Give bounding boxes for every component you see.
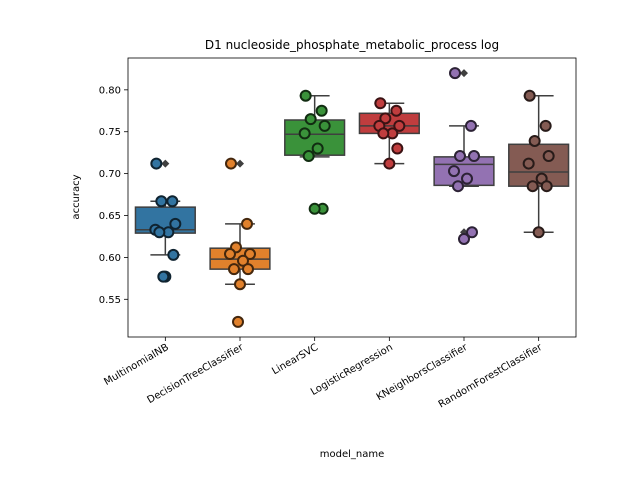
box-group xyxy=(284,94,346,213)
x-tick-label: MultinomialNB xyxy=(102,342,171,388)
box-group xyxy=(508,94,570,234)
data-point xyxy=(298,127,311,140)
x-axis-label: model_name xyxy=(320,449,385,460)
data-point xyxy=(244,248,256,261)
data-point xyxy=(452,180,464,193)
y-axis-label: accuracy xyxy=(71,174,82,219)
outlier-marker xyxy=(161,159,170,168)
data-point xyxy=(157,270,170,283)
plot-frame xyxy=(127,57,577,338)
data-point xyxy=(225,157,237,170)
data-point xyxy=(150,157,163,170)
data-point xyxy=(539,119,552,132)
box-group xyxy=(134,159,196,281)
strip-points xyxy=(298,89,331,215)
data-point xyxy=(458,232,470,245)
data-point xyxy=(528,134,541,147)
data-point xyxy=(228,263,240,276)
data-point xyxy=(224,248,236,261)
data-point xyxy=(522,157,535,170)
strip-points xyxy=(448,67,480,245)
y-tick-label: 0.60 xyxy=(99,253,121,264)
data-point xyxy=(153,226,166,239)
data-point xyxy=(241,217,253,230)
data-point xyxy=(302,150,315,163)
data-point xyxy=(308,202,321,215)
data-point xyxy=(232,315,244,328)
outlier-marker xyxy=(460,69,468,78)
data-point xyxy=(377,127,390,140)
outlier-marker xyxy=(236,159,244,168)
data-point xyxy=(393,119,406,132)
y-tick-label: 0.75 xyxy=(99,127,121,138)
y-axis: 0.55 0.60 0.65 0.70 0.75 0.80 xyxy=(99,85,128,306)
y-tick-label: 0.55 xyxy=(99,295,121,306)
strip-points xyxy=(373,97,406,170)
data-point xyxy=(383,157,396,170)
y-tick-label: 0.65 xyxy=(99,211,121,222)
data-point xyxy=(461,172,473,185)
data-point xyxy=(166,195,179,208)
data-point xyxy=(374,97,387,110)
y-tick-label: 0.70 xyxy=(99,169,121,180)
data-point xyxy=(237,254,249,267)
data-point xyxy=(466,226,478,239)
chart-title: D1 nucleoside_phosphate_metabolic_proces… xyxy=(205,38,499,52)
data-point xyxy=(169,217,182,230)
data-point xyxy=(315,104,328,117)
data-point xyxy=(532,226,545,239)
data-point xyxy=(465,119,477,132)
data-point xyxy=(155,195,168,208)
plot-area xyxy=(134,67,570,328)
data-point xyxy=(167,248,180,261)
data-point xyxy=(311,142,324,155)
data-point xyxy=(454,150,466,163)
data-point xyxy=(542,150,555,163)
data-point xyxy=(304,113,317,126)
data-point xyxy=(242,263,254,276)
data-point xyxy=(234,278,246,291)
data-point xyxy=(318,119,331,132)
strip-points xyxy=(522,89,555,239)
strip-points xyxy=(149,157,182,283)
data-point xyxy=(468,150,480,163)
data-point xyxy=(379,112,392,125)
box-group xyxy=(209,159,271,326)
strip-points xyxy=(224,157,256,328)
x-tick-label: LinearSVC xyxy=(270,342,320,377)
data-point xyxy=(448,165,460,178)
data-point xyxy=(449,67,461,80)
data-point xyxy=(390,104,403,117)
data-point xyxy=(299,89,312,102)
data-point xyxy=(540,180,553,193)
data-point xyxy=(523,89,536,102)
data-point xyxy=(526,180,539,193)
data-point xyxy=(391,142,404,155)
y-tick-label: 0.80 xyxy=(99,85,121,96)
